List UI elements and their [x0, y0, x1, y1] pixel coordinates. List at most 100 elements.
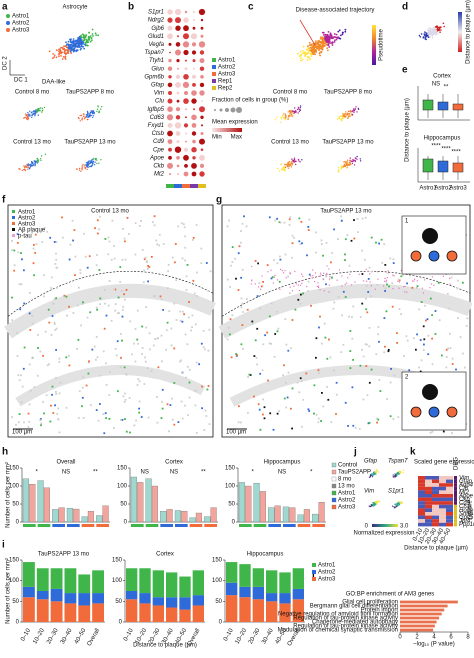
astrocyte — [428, 406, 440, 418]
cell-dot — [435, 32, 438, 34]
cell-dot — [287, 111, 289, 113]
cell-dot — [114, 309, 117, 312]
cell-dot — [15, 423, 17, 426]
cell-dot — [317, 417, 320, 420]
cell-dot — [308, 44, 311, 46]
cell-dot — [129, 320, 132, 323]
cell-dot — [72, 42, 75, 45]
cell-dot — [424, 304, 426, 307]
heat-cell — [446, 519, 453, 523]
cell-dot — [345, 163, 347, 165]
dot — [167, 123, 173, 128]
bar-segment — [292, 599, 304, 622]
cell-dot — [302, 45, 305, 48]
cell-dot — [283, 221, 286, 224]
cell-dot — [314, 48, 317, 51]
ptau-dot — [404, 285, 406, 287]
cell-dot — [158, 244, 160, 247]
dot — [200, 18, 204, 22]
panel-title: Control 13 mo — [91, 209, 129, 215]
ptau-dot — [323, 279, 325, 281]
ptau-dot — [329, 276, 331, 278]
cell-dot — [376, 421, 378, 424]
cell-dot — [110, 258, 113, 261]
cell-dot — [170, 344, 173, 347]
bar — [174, 510, 181, 523]
cell-dot — [393, 506, 395, 508]
y-tick-label: 50 — [115, 599, 122, 605]
cell-dot — [61, 236, 64, 239]
cell-dot — [194, 323, 197, 326]
cell-dot — [377, 418, 380, 421]
cell-dot — [298, 55, 301, 57]
cell-dot — [431, 430, 434, 433]
ptau-dot — [398, 287, 400, 289]
ptau-dot — [385, 281, 387, 283]
ptau-dot — [326, 272, 328, 274]
cell-dot — [240, 297, 243, 300]
cell-dot — [394, 476, 396, 478]
legend-swatch — [6, 21, 10, 25]
cell-dot — [419, 36, 422, 38]
cell-dot — [273, 355, 276, 358]
panel-letter: f — [2, 195, 6, 206]
cell-dot — [342, 343, 345, 346]
cell-dot — [89, 35, 92, 37]
cell-dot — [55, 56, 58, 59]
cell-dot — [278, 410, 281, 412]
cell-dot — [21, 169, 24, 172]
cell-dot — [301, 58, 304, 61]
legend-label: Astro2 — [318, 570, 336, 576]
ptau-dot — [312, 275, 314, 277]
cell-dot — [298, 391, 301, 394]
cell-dot — [98, 228, 101, 231]
bar — [297, 514, 304, 523]
cell-dot — [69, 39, 72, 42]
cell-dot — [386, 398, 388, 400]
cell-dot — [79, 48, 82, 51]
cell-dot — [39, 350, 42, 353]
cell-dot — [123, 293, 125, 296]
cell-dot — [438, 26, 441, 29]
cell-dot — [76, 168, 78, 171]
cell-dot — [57, 418, 60, 420]
cell-dot — [278, 280, 281, 283]
cell-dot — [34, 252, 37, 254]
cell-dot — [81, 167, 83, 169]
dot — [183, 33, 189, 40]
gene-label: Clu — [155, 99, 165, 105]
dot — [199, 82, 205, 88]
cell-dot — [96, 254, 98, 256]
heat-cell — [418, 508, 425, 512]
cell-dot — [84, 166, 86, 168]
cell-dot — [314, 53, 317, 56]
cell-dot — [285, 117, 287, 119]
cell-dot — [13, 264, 16, 267]
cell-dot — [403, 355, 405, 357]
cell-dot — [119, 366, 122, 369]
dot — [199, 50, 205, 55]
cell-dot — [284, 318, 287, 320]
cell-dot — [318, 326, 320, 329]
cell-dot — [339, 115, 342, 118]
cell-dot — [147, 280, 149, 283]
cell-dot — [255, 357, 258, 359]
cell-dot — [184, 404, 186, 407]
ptau-dot — [280, 268, 282, 270]
cell-dot — [226, 338, 229, 341]
cell-dot — [49, 236, 52, 239]
dot — [168, 155, 172, 160]
legend-swatch — [212, 58, 216, 62]
cell-dot — [237, 252, 240, 255]
cell-dot — [241, 324, 244, 326]
cell-dot — [330, 421, 333, 423]
cell-dot — [166, 403, 169, 406]
panel-title: Cortex — [433, 74, 451, 80]
cell-dot — [443, 25, 446, 28]
cell-dot — [356, 158, 358, 160]
cell-dot — [310, 304, 312, 307]
cell-dot — [146, 260, 148, 263]
cell-dot — [278, 221, 281, 224]
cell-dot — [66, 51, 69, 53]
cell-dot — [138, 407, 140, 410]
